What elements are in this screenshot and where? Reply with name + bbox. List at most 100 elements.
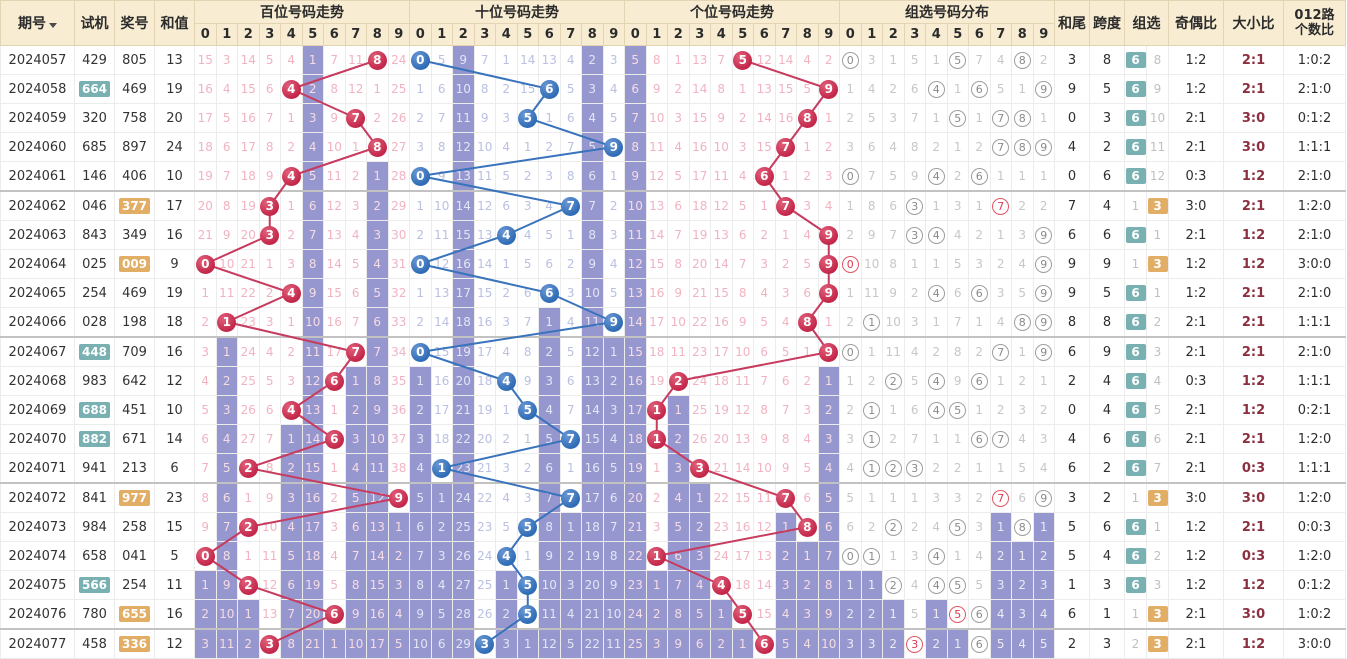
miss-count: 2 xyxy=(287,228,296,242)
group-sel-header: 组选 xyxy=(1124,0,1169,46)
miss-count: 3 xyxy=(1018,607,1027,621)
trend-cell: 4 xyxy=(323,541,346,571)
trend-cell: 4 xyxy=(817,453,840,484)
miss-count: 1 xyxy=(523,549,532,563)
trend-cell: 2 xyxy=(882,366,905,396)
miss-count: 13 xyxy=(735,432,751,446)
group-circle: 6 xyxy=(970,167,988,185)
miss-count: 5 xyxy=(588,140,597,154)
trend-cell: 7 xyxy=(538,482,561,513)
trend-cell: 2 xyxy=(989,541,1012,571)
miss-count: 24 xyxy=(692,374,708,388)
miss-count: 3 xyxy=(308,111,317,125)
sum-tail-header: 和尾 xyxy=(1054,0,1090,46)
miss-count: 15 xyxy=(649,257,665,271)
trend-cell: 1 xyxy=(667,45,690,75)
miss-count: 9 xyxy=(717,111,726,125)
test-number-cell: 780 xyxy=(74,599,115,630)
miss-count: 20 xyxy=(713,432,729,446)
big-small-cell: 1:2 xyxy=(1223,249,1284,279)
ball-tens: 6 xyxy=(539,79,559,99)
group6-cell: 6 xyxy=(1124,161,1147,192)
trend-cell: 5 xyxy=(731,599,754,630)
miss-count: 2 xyxy=(416,403,425,417)
miss-count: 2 xyxy=(1039,199,1048,213)
group3-cell: 6 xyxy=(1146,424,1169,454)
trend-cell: 1 xyxy=(344,366,367,396)
trend-cell: 8 xyxy=(581,220,604,250)
trend-cell: 9 xyxy=(409,599,432,630)
trend-cell: 14 xyxy=(688,74,711,104)
miss-count: 7 xyxy=(351,315,360,329)
trend-cell: 1 xyxy=(430,482,453,513)
miss-count: 20 xyxy=(584,578,600,592)
trend-cell: 1 xyxy=(753,190,776,221)
sum-cell: 10 xyxy=(154,161,195,192)
group6-cell: 1 xyxy=(1124,599,1147,630)
trend-cell: 6 xyxy=(903,395,926,425)
trend-cell: 11 xyxy=(667,336,690,367)
trend-cell: 7 xyxy=(473,45,496,75)
miss-count: 22 xyxy=(584,637,600,651)
miss-count: 22 xyxy=(627,549,643,563)
trend-cell: 7 xyxy=(753,366,776,396)
miss-count: 2 xyxy=(330,491,339,505)
trend-cell: 2 xyxy=(194,307,217,338)
span-cell: 3 xyxy=(1089,570,1125,600)
miss-count: 4 xyxy=(975,549,984,563)
trend-cell: 5 xyxy=(538,424,561,454)
miss-count: 26 xyxy=(455,549,471,563)
miss-count: 2 xyxy=(674,82,683,96)
miss-count: 7 xyxy=(867,169,876,183)
miss-count: 1 xyxy=(330,461,339,475)
trend-cell: 2 xyxy=(301,74,324,104)
trend-cell: 11 xyxy=(366,453,389,484)
trend-cell: 3 xyxy=(753,249,776,279)
miss-count: 16 xyxy=(735,520,751,534)
trend-cell: 1 xyxy=(237,541,260,571)
trend-cell: 8 xyxy=(430,132,453,162)
trend-cell: 2 xyxy=(1011,190,1034,221)
trend-cell: 29 xyxy=(452,628,475,659)
trend-cell: 15 xyxy=(645,249,668,279)
trend-cell: 11 xyxy=(452,103,475,133)
trend-cell: 1 xyxy=(710,599,733,630)
ball-units: 2 xyxy=(668,371,688,391)
miss-count: 5 xyxy=(867,111,876,125)
trend-cell: 4 xyxy=(1011,628,1034,659)
span-header: 跨度 xyxy=(1089,0,1125,46)
trend-cell: 1 xyxy=(968,190,991,221)
miss-count: 10 xyxy=(885,315,901,329)
sum-cell: 5 xyxy=(154,541,195,571)
miss-count: 3 xyxy=(502,111,511,125)
trend-cell: 8 xyxy=(280,628,303,659)
trend-cell: 1 xyxy=(774,161,797,192)
trend-cell: 3 xyxy=(258,220,281,250)
miss-count: 19 xyxy=(197,169,213,183)
group-circle: 8 xyxy=(1013,109,1031,127)
miss-count: 20 xyxy=(627,491,643,505)
miss-count: 2 xyxy=(781,549,790,563)
trend-cell: 9 xyxy=(516,366,539,396)
trend-cell: 10 xyxy=(366,424,389,454)
miss-count: 1 xyxy=(824,315,833,329)
miss-count: 23 xyxy=(692,345,708,359)
group-circle-repeat: 7 xyxy=(992,489,1010,507)
trend-cell: 8 xyxy=(753,395,776,425)
miss-count: 8 xyxy=(545,520,554,534)
trend-cell: 1 xyxy=(495,249,518,279)
trend-cell: 7 xyxy=(774,482,797,513)
issue-sort-header[interactable]: 期号 xyxy=(0,0,75,46)
big-small-cell: 1:2 xyxy=(1223,220,1284,250)
miss-count: 6 xyxy=(201,432,210,446)
trend-cell: 18 xyxy=(194,132,217,162)
miss-count: 2 xyxy=(588,53,597,67)
miss-count: 16 xyxy=(692,140,708,154)
miss-count: 4 xyxy=(1018,432,1027,446)
trend-cell: 2 xyxy=(1032,45,1055,75)
trend-cell: 8 xyxy=(796,103,819,133)
miss-count: 17 xyxy=(369,637,385,651)
miss-count: 10 xyxy=(305,315,321,329)
trend-cell: 4 xyxy=(559,45,582,75)
